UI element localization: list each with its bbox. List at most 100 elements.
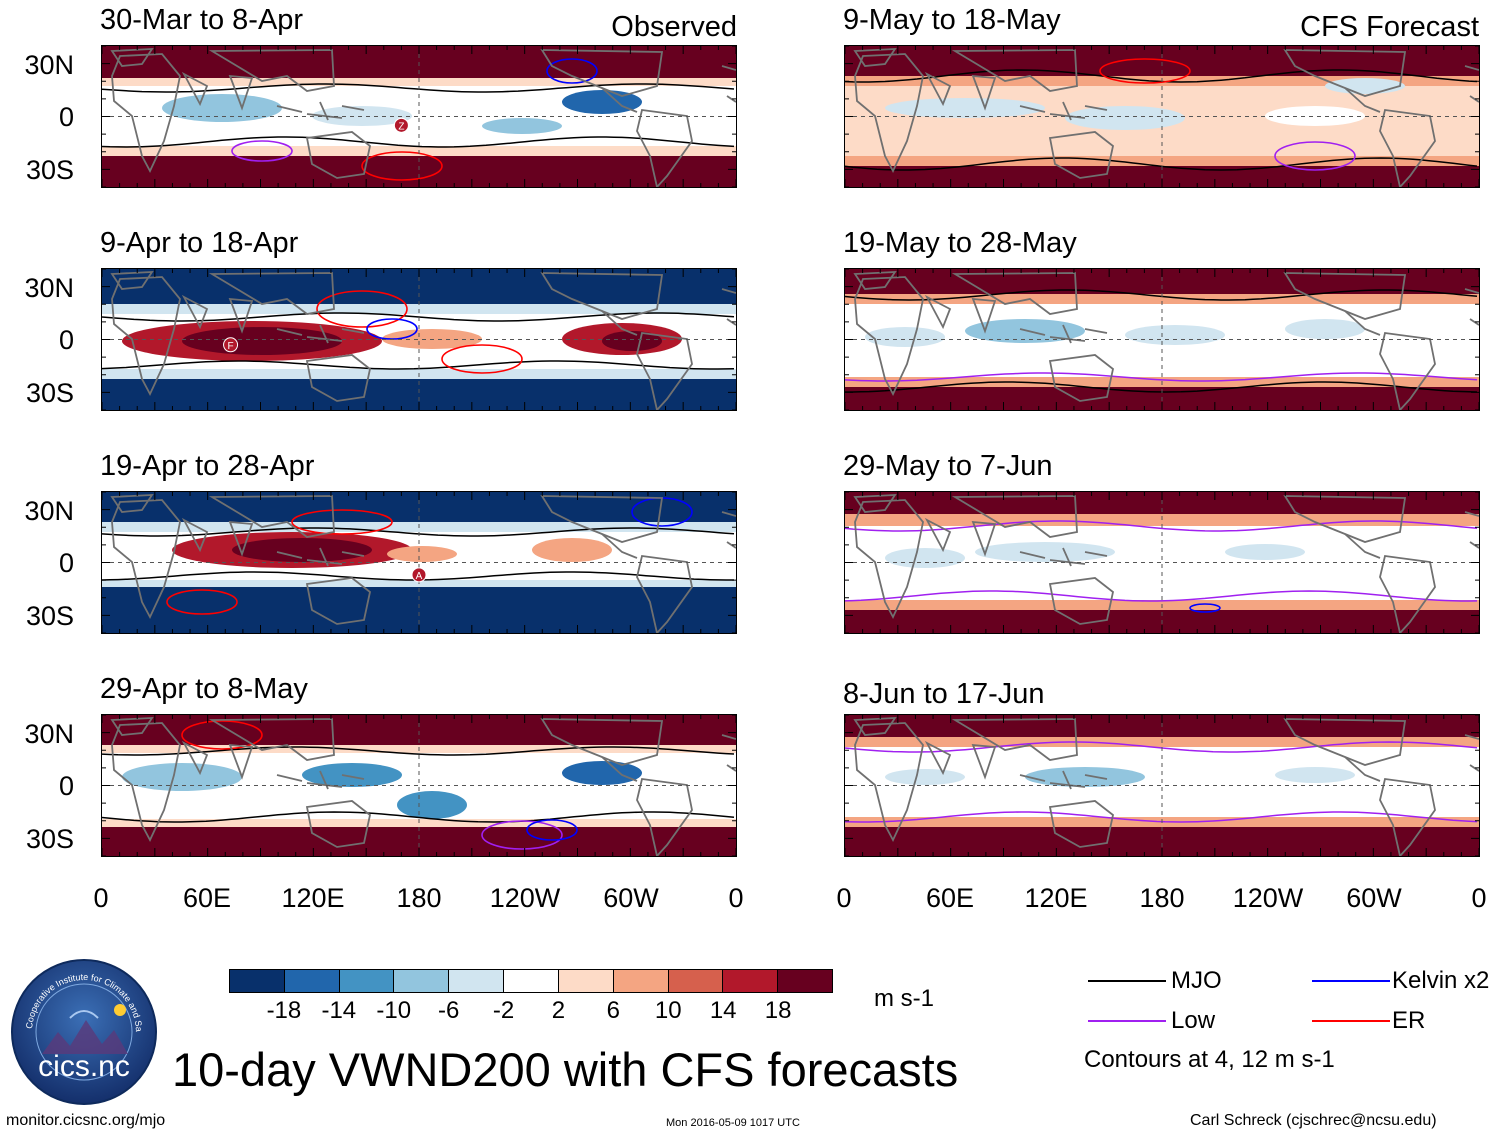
er-contour <box>1099 58 1191 84</box>
colorbar-tick-label: -2 <box>492 997 515 1024</box>
colorbar <box>229 969 833 993</box>
lat-30s-4: 30S <box>25 824 74 854</box>
wind-anomaly-blob <box>1265 106 1365 126</box>
map-fc-3 <box>844 491 1480 634</box>
panel-title-fc-3: 29-May to 7-Jun <box>843 450 1053 482</box>
reference-lines <box>845 46 1479 187</box>
lon-left-60e: 60E <box>182 883 232 913</box>
lon-right-120e: 120E <box>1024 883 1088 913</box>
footer-author: Carl Schreck (cjschrec@ncsu.edu) <box>1190 1112 1437 1129</box>
colorbar-swatch <box>339 970 395 992</box>
map-obs-2: F <box>101 268 737 411</box>
wind-anomaly-blob <box>1065 106 1185 130</box>
colorbar-tick-label: -14 <box>321 997 357 1024</box>
wind-anomaly-blob <box>1025 767 1145 787</box>
wind-anomaly-blob <box>885 769 965 785</box>
storm-marker: A <box>411 567 427 583</box>
colorbar-swatch <box>284 970 340 992</box>
er-contour <box>361 151 443 181</box>
wind-anomaly-blob <box>1125 325 1225 345</box>
lon-left-120w: 120W <box>489 883 561 913</box>
er-contour <box>181 720 263 750</box>
coastlines <box>853 271 1479 410</box>
lat-0-2: 0 <box>58 325 74 355</box>
map-canvas <box>845 492 1479 633</box>
coastlines <box>853 48 1479 187</box>
lat-30n-4: 30N <box>24 719 74 749</box>
panel-title-obs-2: 9-Apr to 18-Apr <box>100 227 299 259</box>
wind-anomaly-blob <box>602 331 662 351</box>
map-canvas <box>102 715 736 856</box>
storm-marker-letter: A <box>416 571 423 582</box>
legend-mjo-label: MJO <box>1171 967 1222 994</box>
axis-ticks <box>845 269 1479 410</box>
contour-note: Contours at 4, 12 m s-1 <box>1084 1046 1335 1073</box>
legend-low-label: Low <box>1171 1007 1216 1034</box>
panel-title-fc-2: 19-May to 28-May <box>843 227 1077 259</box>
mjo-contour <box>102 360 735 370</box>
coastlines <box>110 48 736 187</box>
logo-text: cics.nc <box>38 1050 130 1083</box>
wind-anomaly-blob <box>865 327 945 347</box>
colorbar-tick-label: -18 <box>266 997 302 1024</box>
mjo-contour <box>102 136 735 148</box>
cics-logo[interactable]: Cooperative Institute for Climate and Sa… <box>7 950 158 1106</box>
lon-right-120w: 120W <box>1232 883 1304 913</box>
mjo-contour <box>845 157 1478 171</box>
axis-ticks <box>845 715 1479 856</box>
axis-ticks <box>102 269 736 410</box>
er-contour <box>291 509 393 535</box>
lon-right-60e: 60E <box>925 883 975 913</box>
map-obs-4 <box>101 714 737 857</box>
lon-right-180: 180 <box>1139 883 1185 913</box>
axis-ticks <box>845 46 1479 187</box>
axis-ticks <box>102 46 736 187</box>
colorbar-tick-label: 14 <box>709 997 737 1024</box>
colorbar-tick-label: -10 <box>376 997 412 1024</box>
axis-ticks <box>102 715 736 856</box>
reference-lines <box>102 269 736 410</box>
footer-timestamp: Mon 2016-05-09 1017 UTC <box>666 1117 800 1129</box>
map-obs-1: Z <box>101 45 737 188</box>
low-contour <box>845 741 1478 753</box>
lat-30n-3: 30N <box>24 496 74 526</box>
storm-marker: F <box>223 337 239 353</box>
colorbar-swatch <box>668 970 724 992</box>
map-fc-4 <box>844 714 1480 857</box>
lat-30n-2: 30N <box>24 273 74 303</box>
lon-left-0: 0 <box>93 883 109 913</box>
colorbar-tick-label: 2 <box>551 997 566 1024</box>
lat-0-3: 0 <box>58 548 74 578</box>
storm-marker-letter: Z <box>398 121 404 132</box>
coastlines <box>110 717 736 856</box>
mjo-contour <box>102 83 735 93</box>
wind-anomaly-blob <box>532 538 612 562</box>
mjo-contour <box>102 312 735 322</box>
wind-anomaly-blob <box>232 538 372 562</box>
footer-url[interactable]: monitor.cicsnc.org/mjo <box>6 1112 166 1129</box>
axis-ticks <box>102 492 736 633</box>
legend-low-line <box>1088 1020 1166 1022</box>
lon-left-180: 180 <box>396 883 442 913</box>
map-fc-1 <box>844 45 1480 188</box>
main-title: 10-day VWND200 with CFS forecasts <box>172 1043 959 1096</box>
lat-0-1: 0 <box>58 102 74 132</box>
lon-right-0: 0 <box>836 883 852 913</box>
reference-lines <box>102 715 736 856</box>
storm-marker: Z <box>393 117 409 133</box>
coastlines <box>110 494 736 633</box>
wind-anomaly-blob <box>975 542 1115 562</box>
map-canvas: Z <box>102 46 736 187</box>
legend-kelvin-line <box>1312 980 1390 982</box>
er-contour <box>316 290 408 328</box>
wind-anomaly-blob <box>562 761 642 785</box>
mjo-contour <box>102 746 735 756</box>
low-contour <box>1274 141 1356 171</box>
map-canvas <box>845 715 1479 856</box>
colorbar-tick-label: 18 <box>764 997 792 1024</box>
lon-left-120e: 120E <box>281 883 345 913</box>
map-canvas: F <box>102 269 736 410</box>
low-contour <box>845 520 1478 532</box>
panel-title-obs-1: 30-Mar to 8-Apr <box>100 4 304 36</box>
coastlines <box>853 717 1479 856</box>
